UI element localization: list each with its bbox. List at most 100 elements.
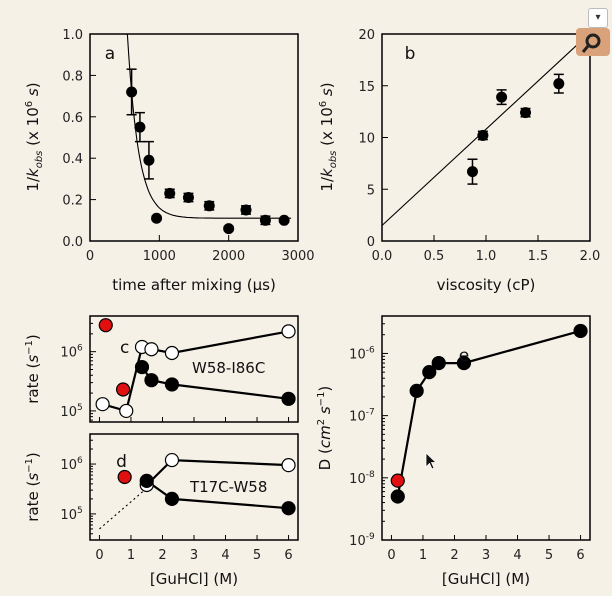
panel-a-point [151, 212, 163, 224]
panel-b: 0.0 0.5 1.0 1.5 2.0 0 5 10 15 20 b viscosity (cP) [358, 28, 600, 294]
panel-d-filled-point [139, 473, 154, 488]
panel-a-frame [89, 33, 299, 242]
collapse-button[interactable]: ▾ [588, 8, 608, 28]
panel-d-protein-label: T17C-W58 [189, 478, 267, 496]
panel-a-letter: a [105, 44, 115, 64]
tool-button[interactable] [576, 28, 610, 56]
panel-a-point [182, 192, 194, 204]
panel-a-point [278, 214, 290, 226]
panel-e-xtick-label: 4 [513, 548, 521, 563]
panel-d-xtick-label: 0 [95, 548, 103, 563]
panel-c-open-point [95, 397, 110, 412]
panel-d-red-point [117, 469, 132, 485]
panel-d-xtick-label: 4 [221, 548, 229, 563]
panel-c-ytick-label: 105 [60, 403, 84, 420]
panel-b-fit-line [381, 32, 591, 226]
panel-b-ytick-label: 15 [358, 80, 375, 95]
panel-a-xtick-label: 0 [86, 249, 94, 264]
panel-e-filled-point [409, 383, 424, 398]
panel-e-xtick-label: 2 [450, 548, 458, 563]
panel-b-ytick-label: 5 [367, 183, 375, 198]
panel-a: 0 1000 2000 3000 0.0 0.2 0.4 0.6 0.8 1.0 a time aft… [62, 28, 314, 294]
panel-e-ytick-label: 10-6 [349, 345, 376, 362]
panel-d-letter: d [116, 452, 127, 472]
panel-a-point [134, 121, 146, 133]
panel-d-ytick-label: 105 [60, 506, 84, 523]
panel-c-open-point [164, 345, 180, 361]
panel-e-filled-point [573, 323, 588, 339]
panel-b-ytick-label: 0 [367, 235, 375, 250]
panel-e-xlabel: [GuHCl] (M) [442, 570, 530, 588]
panel-e-xtick-label: 0 [387, 548, 395, 563]
panel-e-filled-point [390, 489, 405, 504]
panel-b-ytick-label: 10 [358, 132, 375, 147]
panel-b-letter: b [405, 44, 416, 64]
panel-c-red-point [98, 318, 113, 333]
panel-d: 105 106 0 1 2 3 4 5 6 d T17C-W58 [GuHCl] (M) [60, 433, 299, 588]
panel-b-xlabel: viscosity (cP) [437, 276, 536, 294]
panel-e-filled-point [456, 355, 472, 371]
panel-d-filled-point [281, 501, 296, 516]
panel-b-xtick-label: 0.0 [372, 249, 393, 264]
panel-e-xtick-label: 3 [482, 548, 490, 563]
panel-d-open-point [281, 458, 296, 473]
panel-d-xtick-label: 6 [284, 548, 292, 563]
panel-e-ylabel: D (cm2 s−1) [316, 386, 334, 471]
panel-a-xtick-label: 3000 [281, 249, 314, 264]
panel-d-ylabel: rate (s−1) [24, 452, 42, 522]
magnifier-icon [581, 33, 601, 53]
panel-b-point [466, 166, 478, 178]
panel-c-open-point [281, 324, 296, 339]
panel-e-ytick-label: 10-7 [349, 408, 376, 425]
mouse-cursor-icon [425, 452, 438, 470]
panel-a-fit-curve [124, 33, 292, 219]
panel-d-xlabel: [GuHCl] (M) [150, 570, 238, 588]
panel-b-point [553, 78, 565, 90]
panel-a-ytick-label: 0.8 [62, 69, 83, 84]
panel-e-xtick-label: 1 [419, 548, 427, 563]
panel-a-xtick-label: 1000 [143, 249, 176, 264]
panel-c-protein-label: W58-I86C [192, 359, 265, 377]
panel-a-ytick-label: 0.4 [62, 152, 83, 167]
panel-a-point [223, 223, 235, 235]
panel-d-open-point [164, 452, 180, 468]
panel-e-frame [381, 315, 591, 541]
panel-e-ytick-label: 10-9 [349, 532, 376, 549]
panel-d-xtick-label: 3 [190, 548, 198, 563]
panel-e-filled-point [422, 365, 437, 380]
panel-a-xtick-label: 2000 [212, 249, 245, 264]
panel-b-ytick-label: 20 [358, 28, 375, 43]
panel-c-filled-point [164, 377, 180, 392]
panel-b-xtick-label: 1.5 [528, 249, 549, 264]
panel-b-xtick-label: 0.5 [424, 249, 445, 264]
panel-b-ylabel: 1/kobs (x 106 s) [318, 82, 339, 191]
panel-c-filled-point [144, 373, 159, 388]
panel-a-point [126, 86, 138, 98]
panel-b-xtick-label: 2.0 [580, 249, 601, 264]
panel-a-point [164, 187, 176, 199]
panel-c-ytick-label: 106 [60, 344, 84, 361]
panel-a-point [143, 154, 155, 166]
panel-b-xtick-label: 1.0 [476, 249, 497, 264]
panel-c-ylabel: rate (s−1) [24, 334, 42, 404]
panel-e-ytick-label: 10-8 [349, 470, 376, 487]
panel-d-dotted-line [99, 490, 144, 530]
panel-d-xtick-label: 5 [253, 548, 261, 563]
panel-a-xlabel: time after mixing (μs) [112, 276, 276, 294]
panel-b-point [520, 107, 532, 119]
panel-c-open-point [119, 403, 134, 419]
panel-c-letter: c [120, 338, 129, 358]
panel-d-ytick-label: 106 [60, 456, 84, 473]
panel-a-ytick-label: 0.2 [62, 194, 83, 209]
panel-b-point [477, 129, 489, 141]
panel-e-filled-line [396, 329, 581, 497]
panel-e-filled-point [431, 355, 446, 371]
panel-e-xtick-label: 5 [545, 548, 553, 563]
panel-d-xtick-label: 2 [158, 548, 166, 563]
panel-a-point [259, 214, 271, 226]
panel-e-xtick-label: 6 [576, 548, 584, 563]
panel-e-red-point [390, 473, 405, 488]
panel-c-filled-point [134, 359, 150, 375]
